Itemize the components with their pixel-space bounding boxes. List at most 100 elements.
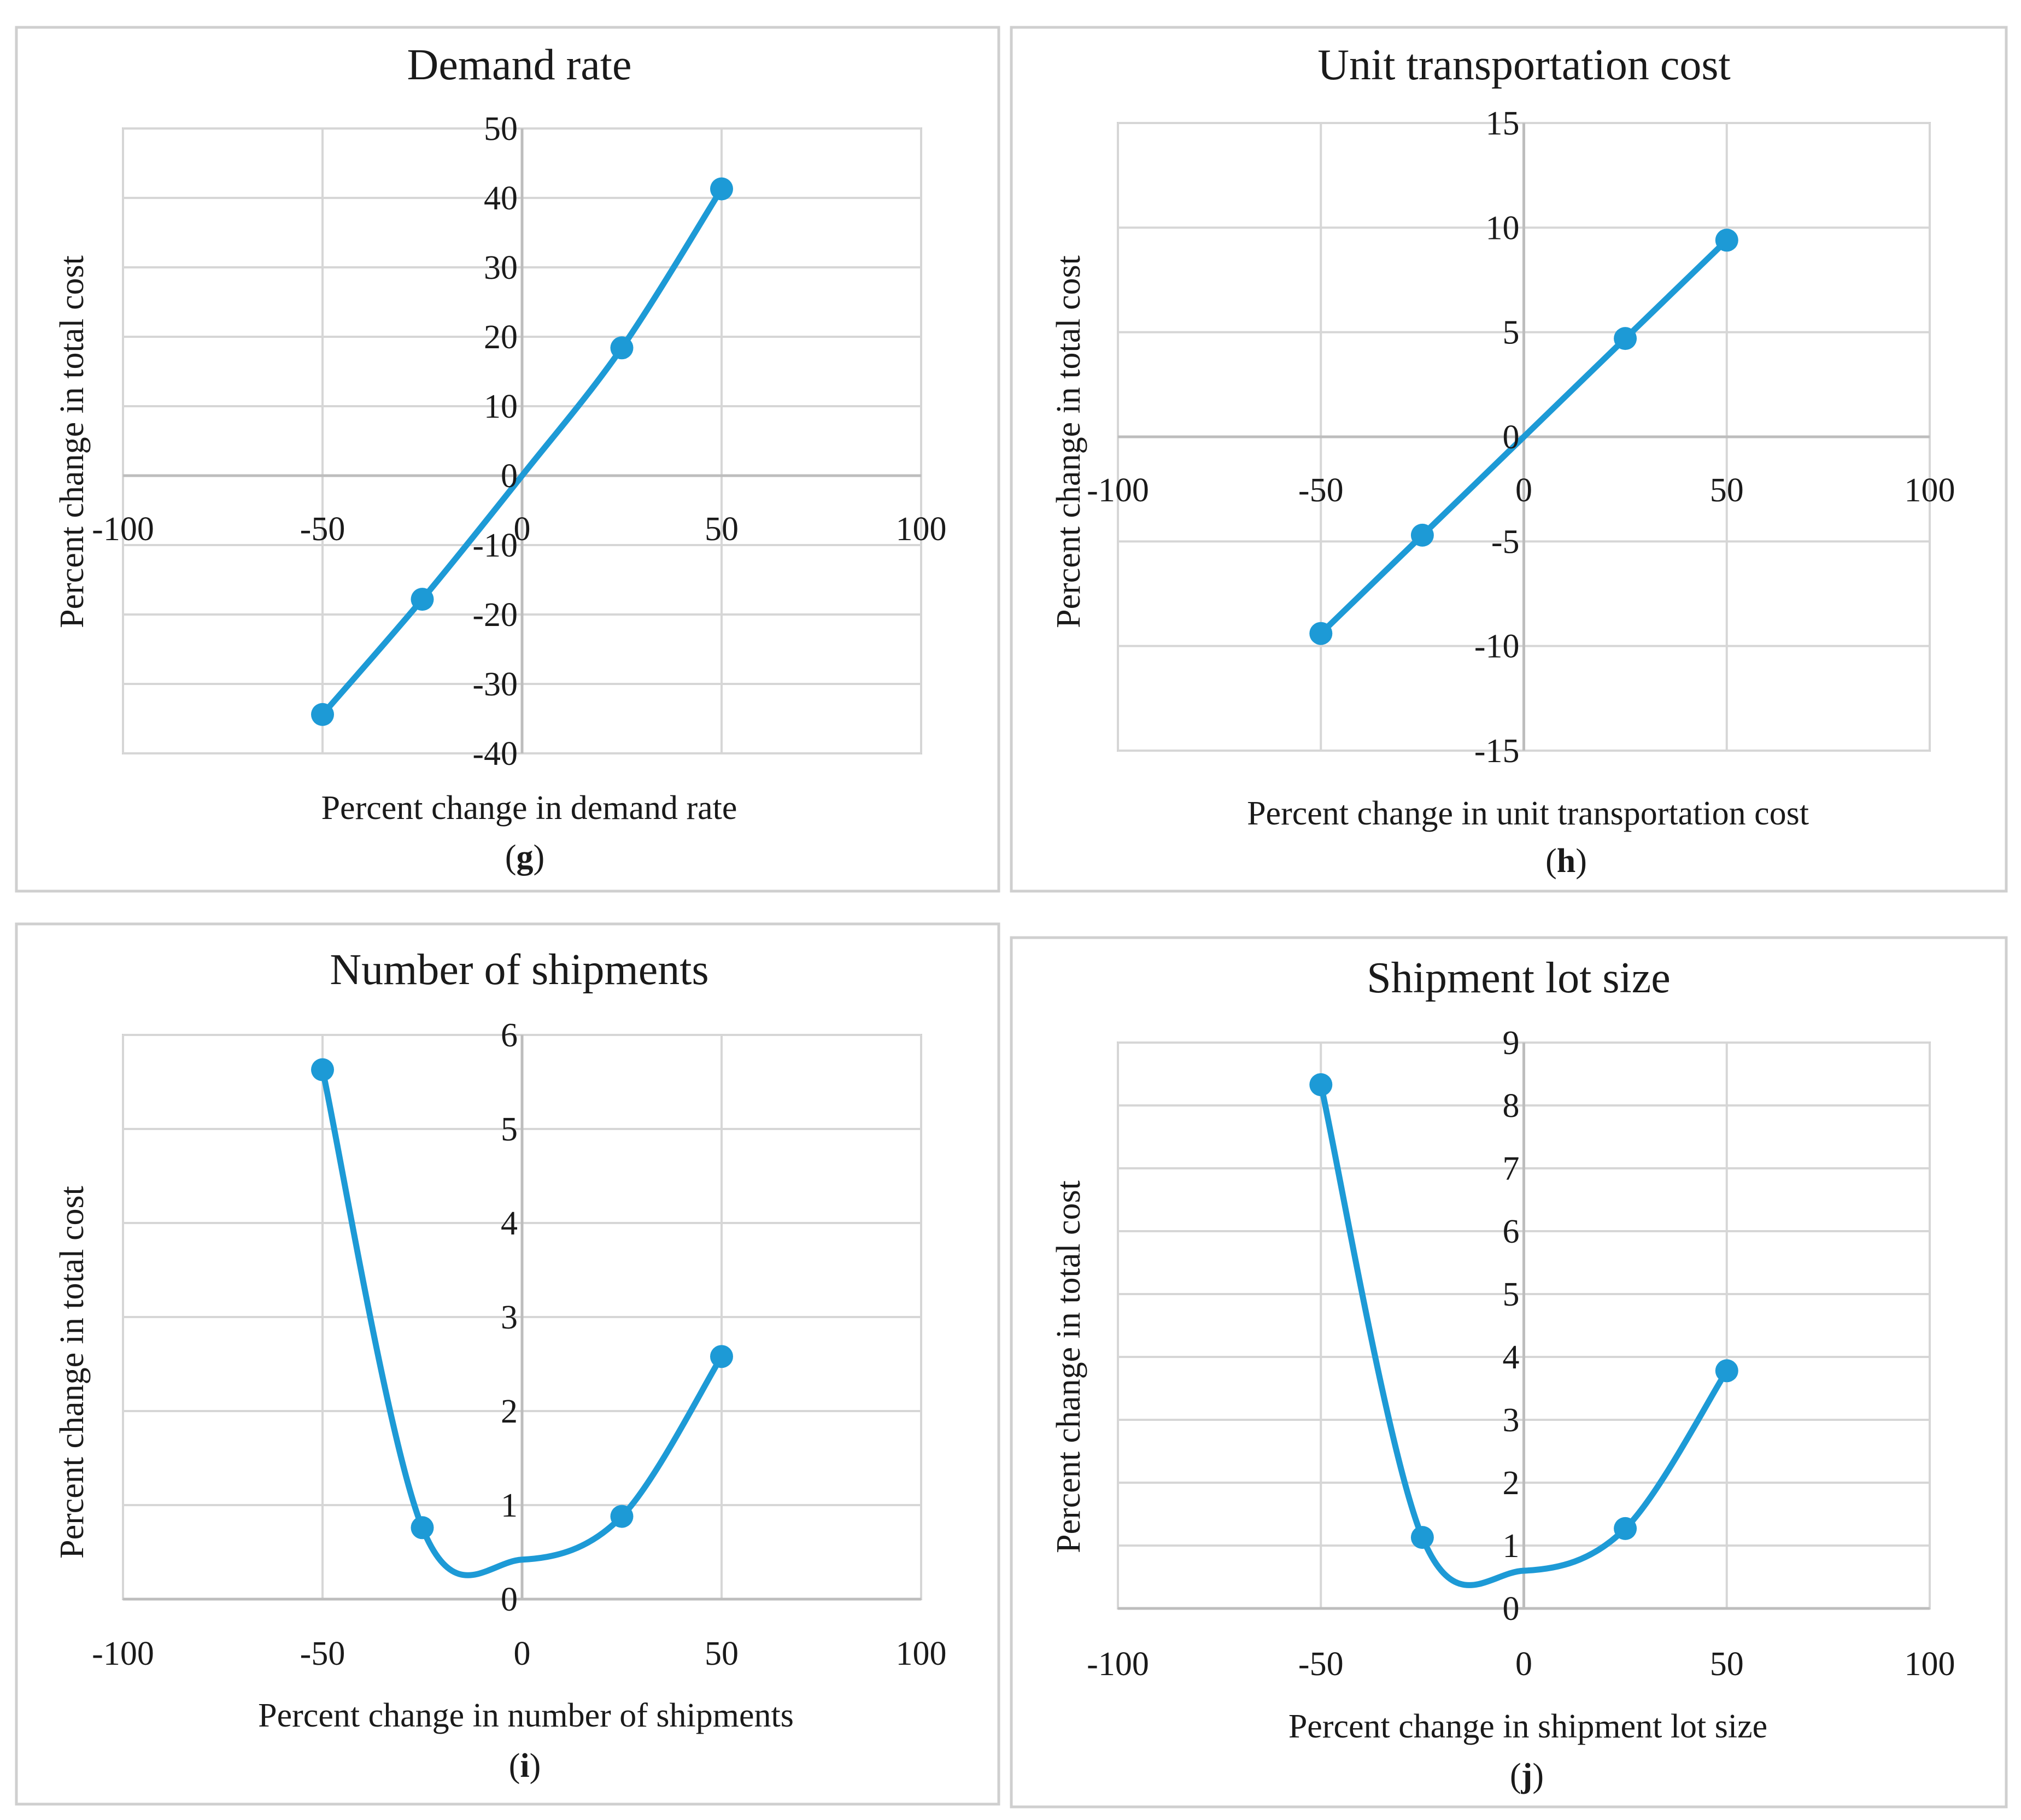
y-tick-label: -15 <box>1474 733 1520 770</box>
y-tick-label: 6 <box>1503 1213 1520 1250</box>
data-point <box>1715 229 1738 252</box>
x-tick-label: 100 <box>1905 1646 1955 1683</box>
x-tick-label: -50 <box>300 1635 345 1672</box>
panel-frame <box>1010 26 2008 893</box>
data-point <box>610 336 634 360</box>
series-layer <box>1309 229 1738 645</box>
series-layer <box>311 177 733 726</box>
y-tick-label: 1 <box>1503 1528 1520 1565</box>
x-tick-label: -100 <box>1087 1646 1149 1683</box>
x-axis-label: Percent change in number of shipments <box>258 1697 794 1734</box>
x-tick-label: 0 <box>514 1635 531 1672</box>
chart-title: Shipment lot size <box>1367 954 1671 1002</box>
y-tick-label: 9 <box>1503 1025 1520 1062</box>
y-tick-label: 0 <box>501 1581 518 1618</box>
panel-letter: i <box>520 1747 529 1784</box>
x-tick-label: 50 <box>705 1635 739 1672</box>
y-tick-label: 1 <box>501 1487 518 1524</box>
ticks-layer: 0 1 2 3 4 5 6 -100 -50 0 50 100 <box>92 1017 946 1672</box>
x-tick-label: 50 <box>705 511 739 548</box>
panel-j: Shipment lot size 0 1 2 3 4 5 6 7 8 9 -100 -50 0 50 10… <box>1010 936 2008 1809</box>
x-tick-label: 0 <box>514 511 531 548</box>
y-tick-label: 10 <box>484 388 518 425</box>
y-tick-label: -5 <box>1491 523 1520 560</box>
y-axis-label: Percent change in total cost <box>54 1186 91 1559</box>
data-point <box>1715 1359 1738 1383</box>
panel-g: Demand rate -40-30-20-1001020304050-100-… <box>15 26 1000 893</box>
panel-frame <box>1010 936 2008 1809</box>
series-line <box>1317 237 1730 637</box>
y-tick-label: -10 <box>472 527 518 564</box>
panel-i: Number of shipments 0 1 2 3 4 5 6 -100 -50 0 50 100… <box>15 922 1000 1806</box>
data-point <box>1309 1073 1333 1096</box>
y-tick-label: 8 <box>1503 1087 1520 1125</box>
panel-letter: j <box>1521 1757 1533 1794</box>
y-tick-label: -20 <box>472 596 518 634</box>
y-tick-label: -10 <box>1474 628 1520 665</box>
x-tick-label: 100 <box>1905 472 1955 509</box>
y-tick-label: 2 <box>501 1393 518 1430</box>
x-tick-label: 50 <box>1710 1646 1744 1683</box>
x-tick-label: -50 <box>1298 1646 1344 1683</box>
x-axis-label: Percent change in unit transportation co… <box>1247 795 1809 832</box>
y-tick-label: 2 <box>1503 1465 1520 1502</box>
x-tick-label: 100 <box>896 511 947 548</box>
panel-caption: (h) <box>1545 842 1587 880</box>
data-point <box>1614 1517 1637 1540</box>
x-tick-label: -50 <box>1298 472 1344 509</box>
data-point <box>710 177 733 201</box>
x-tick-label: -100 <box>1087 472 1149 509</box>
series-line <box>1317 1081 1730 1588</box>
data-point <box>1309 622 1333 645</box>
y-tick-label: 6 <box>501 1017 518 1054</box>
panel-frame <box>15 922 1000 1806</box>
y-tick-label: 0 <box>1503 419 1520 456</box>
series-layer <box>311 1058 733 1578</box>
y-tick-label: 5 <box>1503 314 1520 352</box>
y-tick-label: 50 <box>484 110 518 148</box>
y-tick-label: -30 <box>472 666 518 703</box>
chart-title: Number of shipments <box>330 946 708 994</box>
ticks-layer: 0 1 2 3 4 5 6 7 8 9 -100 -50 0 50 100 <box>1087 1025 1955 1683</box>
panel-letter: h <box>1557 842 1575 880</box>
data-point <box>1614 327 1637 350</box>
y-axis-label: Percent change in total cost <box>1050 255 1087 628</box>
series-layer <box>1309 1073 1738 1588</box>
y-tick-label: 4 <box>501 1205 518 1242</box>
x-tick-label: -100 <box>92 1635 154 1672</box>
data-point <box>411 588 434 611</box>
data-point <box>411 1516 434 1540</box>
y-tick-label: 3 <box>1503 1402 1520 1439</box>
panel-caption: (i) <box>509 1747 541 1784</box>
y-tick-label: 20 <box>484 319 518 356</box>
axes-layer <box>1118 1043 1930 1610</box>
x-tick-label: 50 <box>1710 472 1744 509</box>
y-tick-label: 0 <box>1503 1590 1520 1628</box>
panel-h: Unit transportation cost -15-10-5051015-… <box>1010 26 2008 893</box>
y-tick-label: 10 <box>1486 209 1520 247</box>
x-tick-label: 0 <box>1515 472 1532 509</box>
y-tick-label: -40 <box>472 735 518 773</box>
data-point <box>1410 1526 1434 1549</box>
x-tick-label: 0 <box>1515 1646 1532 1683</box>
x-tick-label: -100 <box>92 511 154 548</box>
x-tick-label: -50 <box>300 511 345 548</box>
y-axis-label: Percent change in total cost <box>1050 1180 1087 1553</box>
y-axis-label: Percent change in total cost <box>54 255 91 628</box>
chart-title: Demand rate <box>407 41 632 89</box>
y-tick-label: 5 <box>501 1111 518 1148</box>
y-tick-label: 7 <box>1503 1150 1520 1187</box>
data-point <box>610 1505 634 1528</box>
chart-title: Unit transportation cost <box>1317 41 1730 89</box>
series-line <box>319 186 725 718</box>
y-tick-label: 0 <box>501 458 518 495</box>
panel-caption: (g) <box>505 839 544 876</box>
x-axis-label: Percent change in demand rate <box>321 789 737 827</box>
data-point <box>1410 523 1434 547</box>
axes-layer <box>123 1035 921 1601</box>
series-line <box>319 1067 725 1578</box>
data-point <box>710 1345 733 1368</box>
